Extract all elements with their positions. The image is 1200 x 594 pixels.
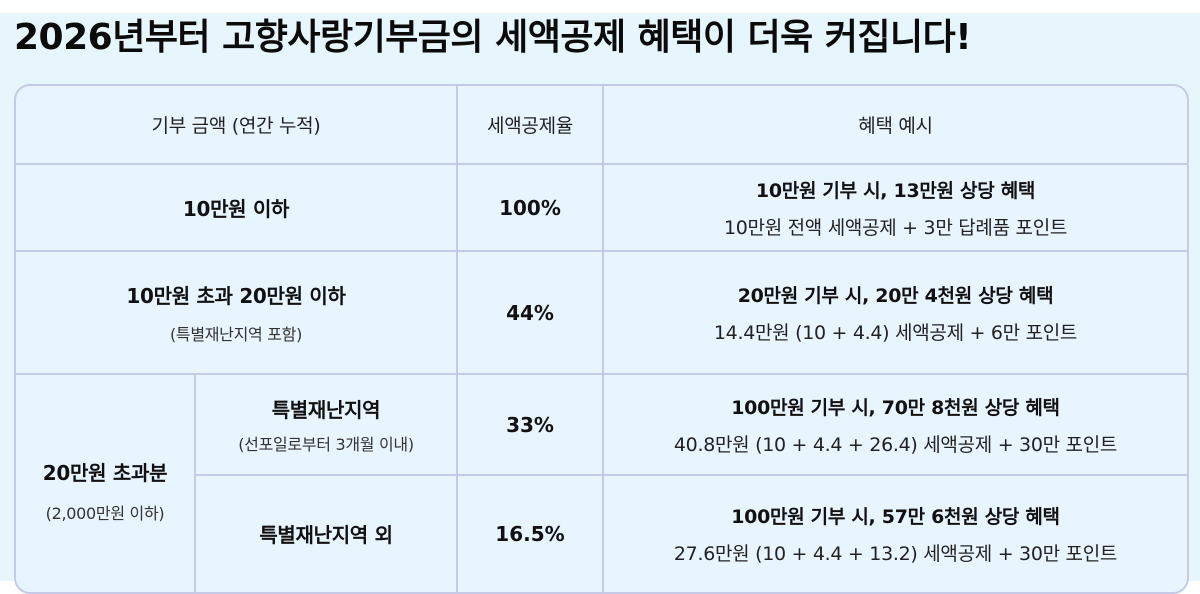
row1-example: 10만원 기부 시, 13만원 상당 혜택 10만원 전액 세액공제 + 3만 … (604, 165, 1187, 250)
region-text: 특별재난지역 외 (259, 523, 393, 547)
subrow-non-disaster-region: 특별재난지역 외 (196, 476, 456, 591)
row2-amount: 10만원 초과 20만원 이하 (특별재난지역 포함) (16, 252, 456, 373)
subrow-disaster-rate: 33% (458, 375, 602, 474)
amount-note-text: (특별재난지역 포함) (169, 325, 303, 344)
example-main-text: 10만원 기부 시, 13만원 상당 혜택 (755, 179, 1036, 202)
example-main-text: 20만원 기부 시, 20만 4천원 상당 혜택 (737, 284, 1054, 307)
rate-text: 16.5% (495, 521, 565, 546)
subrow-non-disaster-rate: 16.5% (458, 476, 602, 591)
example-detail-text: 10만원 전액 세액공제 + 3만 답례품 포인트 (723, 216, 1068, 239)
example-main-text: 100만원 기부 시, 57만 6천원 상당 혜택 (731, 505, 1060, 528)
header-amount-label: 기부 금액 (연간 누적) (151, 115, 321, 137)
row2-rate: 44% (458, 252, 602, 373)
rate-text: 44% (506, 300, 554, 325)
row-divider (16, 373, 1187, 375)
row-divider (16, 250, 1187, 252)
rate-text: 100% (499, 195, 561, 220)
header-amount: 기부 금액 (연간 누적) (16, 86, 456, 163)
region-note-text: (선포일로부터 3개월 이내) (238, 435, 414, 454)
example-detail-text: 27.6만원 (10 + 4.4 + 13.2) 세액공제 + 30만 포인트 (673, 542, 1118, 565)
row1-rate: 100% (458, 165, 602, 250)
example-main-text: 100만원 기부 시, 70만 8천원 상당 혜택 (731, 396, 1060, 419)
region-text: 특별재난지역 (271, 398, 381, 422)
group-amount: 20만원 초과분 (2,000만원 이하) (16, 375, 194, 585)
column-divider (456, 86, 458, 592)
column-divider (194, 373, 196, 592)
page-title: 2026년부터 고향사랑기부금의 세액공제 혜택이 더욱 커집니다! (14, 17, 972, 58)
group-amount-note-text: (2,000만원 이하) (45, 503, 165, 523)
subrow-non-disaster-example: 100만원 기부 시, 57만 6천원 상당 혜택 27.6만원 (10 + 4… (604, 476, 1187, 591)
rate-text: 33% (506, 412, 554, 437)
group-amount-text: 20만원 초과분 (42, 460, 168, 485)
amount-text: 10만원 이하 (182, 197, 290, 221)
amount-text: 10만원 초과 20만원 이하 (126, 284, 346, 308)
header-rate: 세액공제율 (458, 86, 602, 163)
row-divider (196, 474, 1187, 476)
row-divider (16, 163, 1187, 165)
example-detail-text: 14.4만원 (10 + 4.4) 세액공제 + 6만 포인트 (713, 321, 1078, 344)
row2-example: 20만원 기부 시, 20만 4천원 상당 혜택 14.4만원 (10 + 4.… (604, 252, 1187, 373)
example-detail-text: 40.8만원 (10 + 4.4 + 26.4) 세액공제 + 30만 포인트 (673, 433, 1118, 456)
subrow-disaster-region: 특별재난지역 (선포일로부터 3개월 이내) (196, 375, 456, 474)
row1-amount: 10만원 이하 (16, 165, 456, 250)
header-rate-label: 세액공제율 (487, 115, 573, 137)
header-example-label: 혜택 예시 (858, 115, 933, 137)
tax-credit-table: 기부 금액 (연간 누적) 세액공제율 혜택 예시 10만원 이하 100% 1… (14, 84, 1189, 594)
header-example: 혜택 예시 (604, 86, 1187, 163)
column-divider (602, 86, 604, 592)
subrow-disaster-example: 100만원 기부 시, 70만 8천원 상당 혜택 40.8만원 (10 + 4… (604, 375, 1187, 474)
